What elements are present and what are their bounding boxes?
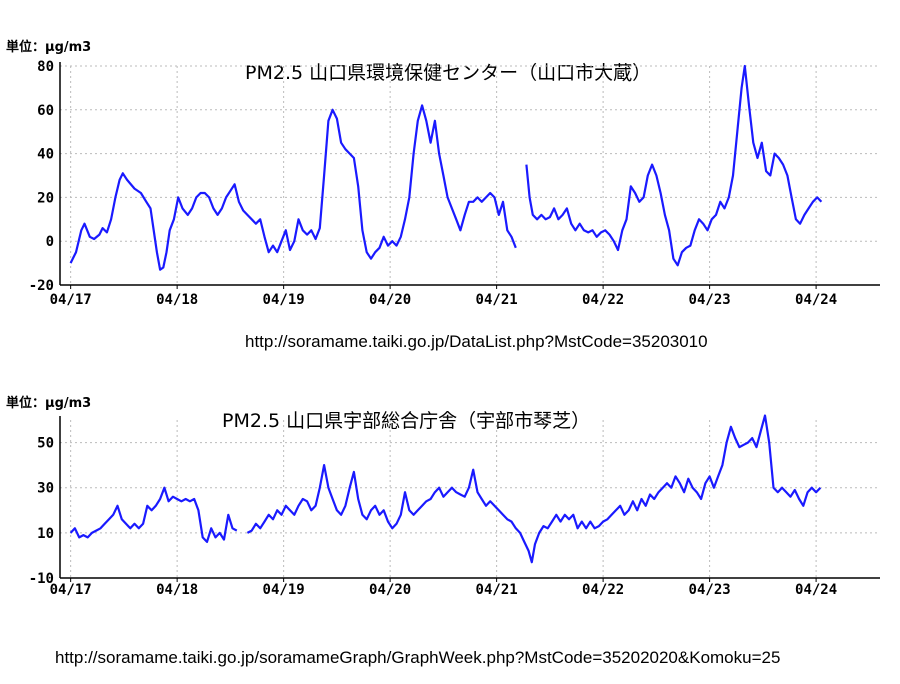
chart1-series-line <box>525 64 823 267</box>
chart1-x-tick-label: 04/23 <box>689 292 731 308</box>
chart2-x-tick-label: 04/20 <box>369 582 411 598</box>
chart1-unit-label: 単位：μg/m3 <box>6 40 92 55</box>
chart2-x-tick-label: 04/21 <box>476 582 518 598</box>
chart1-y-tick-label: 80 <box>37 59 54 75</box>
chart2-x-tick-label: 04/17 <box>50 582 92 598</box>
chart1-x-tick-label: 04/19 <box>263 292 305 308</box>
chart2-y-tick-label: 50 <box>37 436 54 452</box>
chart1-y-tick-label: 0 <box>46 234 54 250</box>
chart2-series-line <box>69 486 238 544</box>
chart1-y-tick-label: 60 <box>37 103 54 119</box>
chart2-title: PM2.5 山口県宇部総合庁舎（宇部市琴芝） <box>222 410 591 432</box>
chart1-x-tick-label: 04/20 <box>369 292 411 308</box>
chart2-y-tick-label: 30 <box>37 481 54 497</box>
chart1-x-tick-label: 04/17 <box>50 292 92 308</box>
chart2-series-line <box>246 414 822 564</box>
chart1-y-tick-label: 40 <box>37 147 54 163</box>
chart1-y-tick-label: 20 <box>37 190 54 206</box>
chart1-source-url: http://soramame.taiki.go.jp/DataList.php… <box>245 332 708 351</box>
chart2-x-tick-label: 04/23 <box>689 582 731 598</box>
chart2-unit-label: 単位：μg/m3 <box>6 396 92 411</box>
chart1-title: PM2.5 山口県環境保健センター（山口市大蔵） <box>245 62 652 84</box>
chart2-y-tick-label: -10 <box>29 571 54 587</box>
chart2-x-tick-label: 04/19 <box>263 582 305 598</box>
chart1-x-tick-label: 04/24 <box>795 292 837 308</box>
chart1-x-tick-label: 04/18 <box>156 292 198 308</box>
chart1-x-tick-label: 04/21 <box>476 292 518 308</box>
chart2-x-tick-label: 04/18 <box>156 582 198 598</box>
chart2-y-tick-label: 10 <box>37 526 54 542</box>
chart1-series-line <box>69 104 517 271</box>
chart1-y-tick-label: -20 <box>29 278 54 294</box>
chart1-x-tick-label: 04/22 <box>582 292 624 308</box>
chart2-x-tick-label: 04/24 <box>795 582 837 598</box>
chart2-source-url: http://soramame.taiki.go.jp/soramameGrap… <box>55 648 781 667</box>
chart2-x-tick-label: 04/22 <box>582 582 624 598</box>
